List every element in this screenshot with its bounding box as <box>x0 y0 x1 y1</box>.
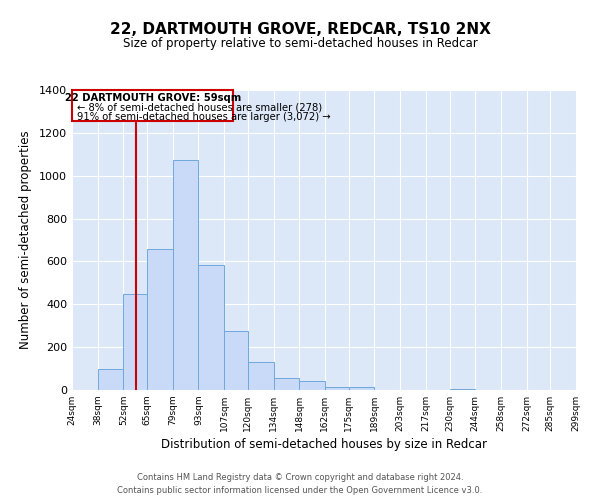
Text: 22 DARTMOUTH GROVE: 59sqm: 22 DARTMOUTH GROVE: 59sqm <box>65 93 241 103</box>
Bar <box>349 387 374 390</box>
Bar <box>299 382 325 390</box>
Text: 22, DARTMOUTH GROVE, REDCAR, TS10 2NX: 22, DARTMOUTH GROVE, REDCAR, TS10 2NX <box>110 22 490 38</box>
Text: Contains public sector information licensed under the Open Government Licence v3: Contains public sector information licen… <box>118 486 482 495</box>
Text: Contains HM Land Registry data © Crown copyright and database right 2024.: Contains HM Land Registry data © Crown c… <box>137 474 463 482</box>
Bar <box>325 387 349 390</box>
Bar <box>274 378 299 390</box>
Bar <box>98 368 124 390</box>
Bar <box>224 331 248 390</box>
Bar <box>449 389 475 390</box>
Bar <box>199 264 224 390</box>
X-axis label: Distribution of semi-detached houses by size in Redcar: Distribution of semi-detached houses by … <box>161 438 487 451</box>
Bar <box>124 294 147 390</box>
Text: Size of property relative to semi-detached houses in Redcar: Size of property relative to semi-detach… <box>122 38 478 51</box>
Bar <box>173 160 199 390</box>
Bar <box>248 362 274 390</box>
FancyBboxPatch shape <box>72 90 233 121</box>
Text: 91% of semi-detached houses are larger (3,072) →: 91% of semi-detached houses are larger (… <box>77 112 331 122</box>
Bar <box>147 248 173 390</box>
Y-axis label: Number of semi-detached properties: Number of semi-detached properties <box>19 130 32 350</box>
Text: ← 8% of semi-detached houses are smaller (278): ← 8% of semi-detached houses are smaller… <box>77 103 323 113</box>
